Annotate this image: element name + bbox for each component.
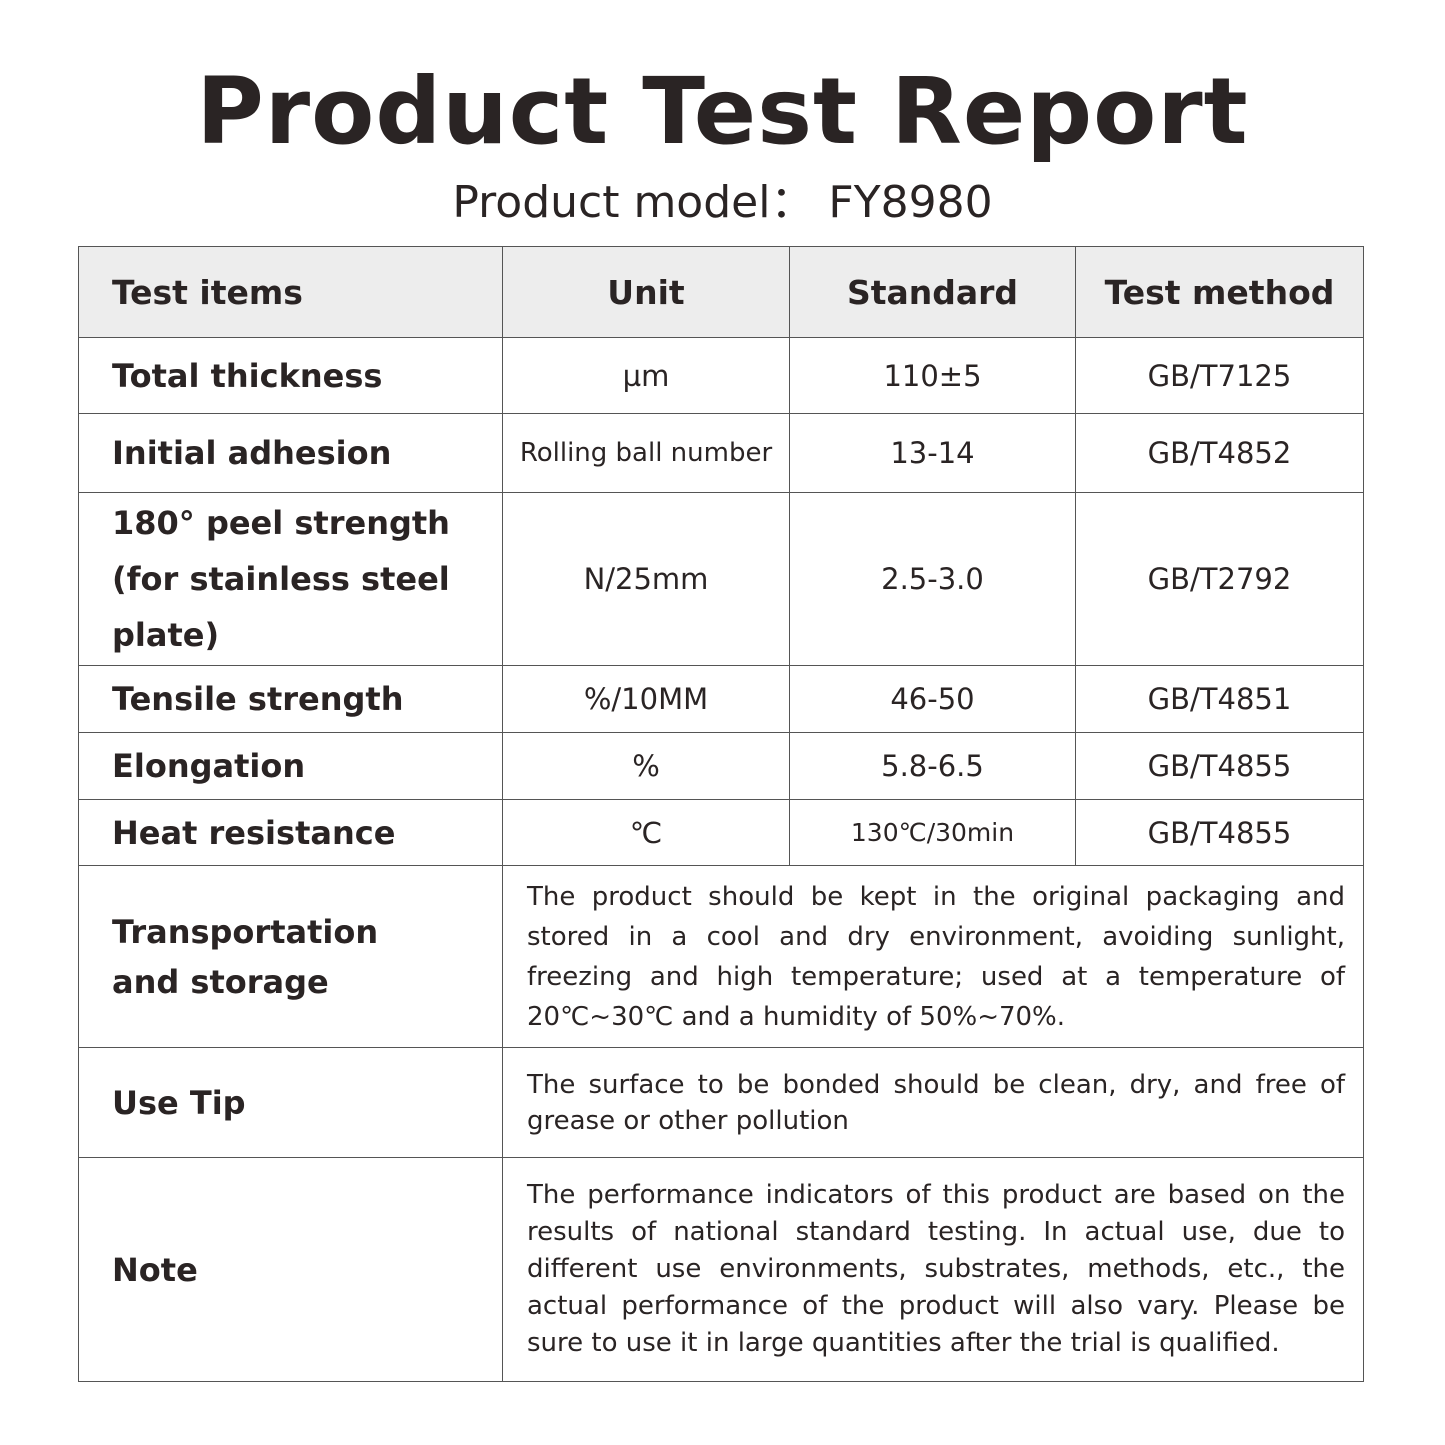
test-method: GB/T4851 [1075,665,1364,733]
unit: Rolling ball number [502,413,790,493]
test-item: Heat resistance [78,799,503,866]
standard: 46-50 [789,665,1076,733]
table-row: 180° peel strength (for stainless steel … [78,492,1364,666]
test-method: GB/T4855 [1075,732,1364,800]
table-row: Total thickness µm 110±5 GB/T7125 [78,337,1364,414]
use-tip-text: The surface to be bonded should be clean… [502,1047,1364,1158]
header-unit: Unit [502,246,790,338]
standard: 110±5 [789,337,1076,414]
test-item: Use Tip [78,1047,503,1158]
header-test-method: Test method [1075,246,1364,338]
unit: µm [502,337,790,414]
table-header-row: Test items Unit Standard Test method [78,246,1364,338]
test-item: Tensile strength [78,665,503,733]
table-row: Initial adhesion Rolling ball number 13-… [78,413,1364,493]
page-title: Product Test Report [196,58,1249,165]
standard: 13-14 [789,413,1076,493]
standard: 5.8-6.5 [789,732,1076,800]
table-row-use-tip: Use Tip The surface to be bonded should … [78,1047,1364,1158]
test-item: Total thickness [78,337,503,414]
unit: N/25mm [502,492,790,666]
test-method: GB/T7125 [1075,337,1364,414]
test-item: Transportation and storage [78,865,503,1048]
note-text: The performance indicators of this produ… [502,1157,1364,1382]
test-item: Note [78,1157,503,1382]
product-model: Product model： FY8980 [452,177,993,228]
table-row-storage: Transportation and storage The product s… [78,865,1364,1048]
storage-text: The product should be kept in the origin… [502,865,1364,1048]
unit: %/10MM [502,665,790,733]
test-method: GB/T2792 [1075,492,1364,666]
unit: % [502,732,790,800]
table-row: Tensile strength %/10MM 46-50 GB/T4851 [78,665,1364,733]
standard: 130℃/30min [789,799,1076,866]
test-method: GB/T4855 [1075,799,1364,866]
table-row-note: Note The performance indicators of this … [78,1157,1364,1382]
table-row: Elongation % 5.8-6.5 GB/T4855 [78,732,1364,800]
test-item: 180° peel strength (for stainless steel … [78,492,503,666]
test-item: Elongation [78,732,503,800]
header-test-items: Test items [78,246,503,338]
table-row: Heat resistance ℃ 130℃/30min GB/T4855 [78,799,1364,866]
header-standard: Standard [789,246,1076,338]
test-item: Initial adhesion [78,413,503,493]
test-method: GB/T4852 [1075,413,1364,493]
test-report-table: Test items Unit Standard Test method Tot… [78,246,1364,1382]
unit: ℃ [502,799,790,866]
standard: 2.5-3.0 [789,492,1076,666]
